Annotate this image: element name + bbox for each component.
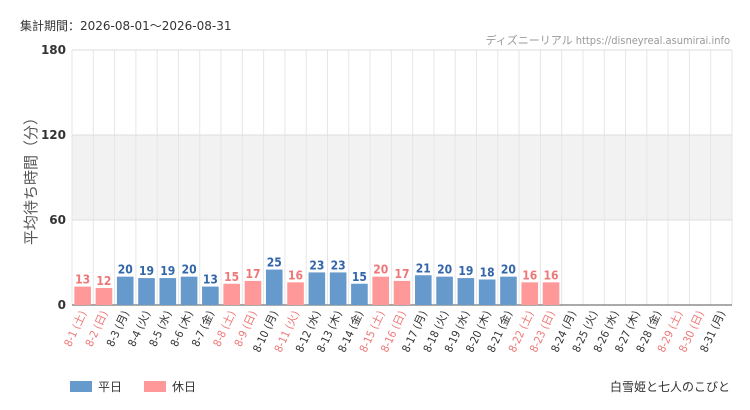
data-label: 16	[522, 268, 537, 282]
bar	[436, 276, 453, 305]
bar	[414, 275, 432, 305]
data-label: 17	[394, 267, 409, 281]
bar	[138, 278, 155, 305]
bar	[500, 276, 517, 305]
legend: 平日 休日	[70, 378, 196, 395]
holiday-swatch-icon	[144, 381, 167, 392]
bar	[116, 276, 134, 305]
bar	[74, 286, 91, 305]
bar	[95, 288, 113, 305]
y-tick-label: 180	[41, 43, 66, 57]
bar	[542, 282, 560, 305]
grid-band	[72, 135, 732, 220]
y-tick-label: 0	[58, 298, 66, 312]
bar	[159, 278, 177, 305]
data-label: 25	[267, 256, 282, 270]
bar	[180, 276, 198, 305]
weekday-swatch-icon	[70, 381, 92, 392]
source-label: ディズニーリアル https://disneyreal.asumirai.inf…	[485, 34, 730, 47]
bar	[478, 279, 496, 305]
data-label: 19	[160, 264, 175, 278]
data-label: 16	[288, 268, 303, 282]
data-label: 19	[139, 264, 154, 278]
data-label: 16	[544, 268, 559, 282]
data-label: 13	[203, 273, 218, 287]
data-label: 15	[224, 270, 239, 284]
bar	[223, 283, 240, 305]
data-label: 20	[118, 263, 133, 277]
bar	[308, 272, 326, 305]
data-label: 23	[331, 258, 346, 272]
data-label: 13	[75, 273, 90, 287]
bar	[329, 272, 347, 305]
period-label: 集計期間：2026-08-01～2026-08-31	[20, 19, 232, 33]
data-label: 20	[182, 263, 197, 277]
data-label: 23	[309, 258, 324, 272]
data-label: 21	[416, 261, 431, 275]
data-label: 15	[352, 270, 367, 284]
data-label: 19	[458, 264, 473, 278]
legend-label-holiday: 休日	[172, 380, 197, 394]
y-axis-label: 平均待ち時間（分）	[22, 110, 40, 245]
data-label: 20	[501, 263, 516, 277]
data-label: 20	[373, 263, 388, 277]
data-label: 18	[480, 266, 495, 280]
y-tick-label: 120	[41, 128, 66, 142]
data-label: 20	[437, 263, 452, 277]
bar	[287, 282, 304, 305]
legend-item-weekday[interactable]: 平日	[70, 378, 122, 395]
attraction-name: 白雪姫と七人のこびと	[609, 380, 730, 394]
bar	[521, 282, 539, 305]
bar	[202, 286, 219, 305]
bar	[351, 283, 368, 305]
bar	[457, 278, 475, 305]
y-tick-label: 60	[49, 213, 66, 227]
data-label: 12	[96, 274, 111, 288]
bar	[244, 280, 262, 305]
bar	[393, 280, 411, 305]
data-label: 17	[245, 267, 260, 281]
bar	[265, 269, 283, 305]
legend-label-weekday: 平日	[98, 380, 123, 394]
legend-item-holiday[interactable]: 休日	[144, 378, 196, 395]
bar	[372, 276, 390, 305]
